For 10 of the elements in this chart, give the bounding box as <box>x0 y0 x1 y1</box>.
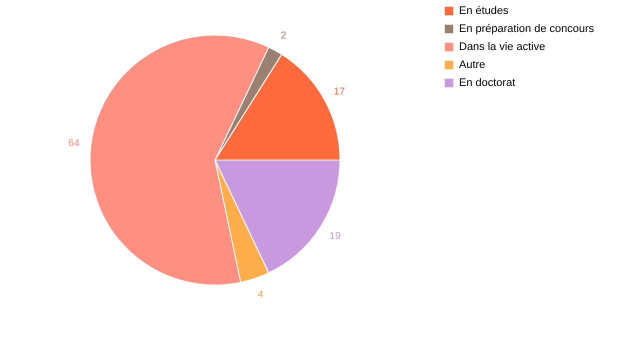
data-label: 64 <box>68 138 80 150</box>
data-label: 4 <box>258 290 264 301</box>
data-label: 2 <box>280 30 287 42</box>
data-label: 17 <box>334 86 346 98</box>
data-label: 19 <box>330 230 342 242</box>
legend-label: En doctorat <box>459 77 516 89</box>
legend-label: En études <box>459 5 510 17</box>
legend-label: Autre <box>459 59 486 71</box>
legend-label: En préparation de concours <box>459 23 595 35</box>
legend-label: Dans la vie active <box>459 41 546 53</box>
